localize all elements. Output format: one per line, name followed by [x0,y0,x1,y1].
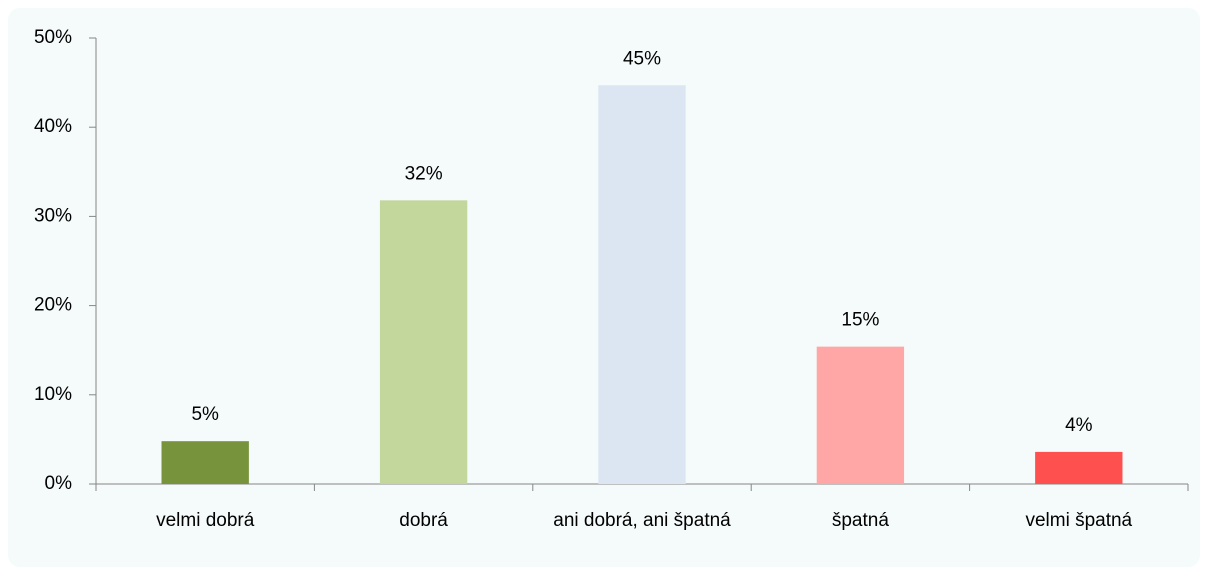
y-tick-label: 30% [34,205,72,226]
bar [1035,451,1123,484]
data-label: 5% [191,404,219,425]
x-tick-label: dobrá [399,510,448,531]
bar [598,85,686,484]
x-tick-label: ani dobrá, ani špatná [553,510,731,531]
bar [816,346,905,484]
bar [379,200,468,484]
y-tick-label: 10% [34,384,72,405]
x-tick-label: špatná [831,510,889,531]
y-tick-label: 40% [34,116,72,137]
data-label: 15% [841,310,879,331]
y-tick-label: 20% [34,295,72,316]
data-label: 4% [1065,415,1093,436]
x-tick-label: velmi špatná [1025,510,1133,531]
data-label: 45% [623,48,661,69]
y-tick-label: 0% [45,473,73,494]
y-tick-label: 50% [34,27,72,48]
data-label: 32% [405,163,443,184]
x-tick-label: velmi dobrá [156,510,255,531]
bar [161,441,249,484]
